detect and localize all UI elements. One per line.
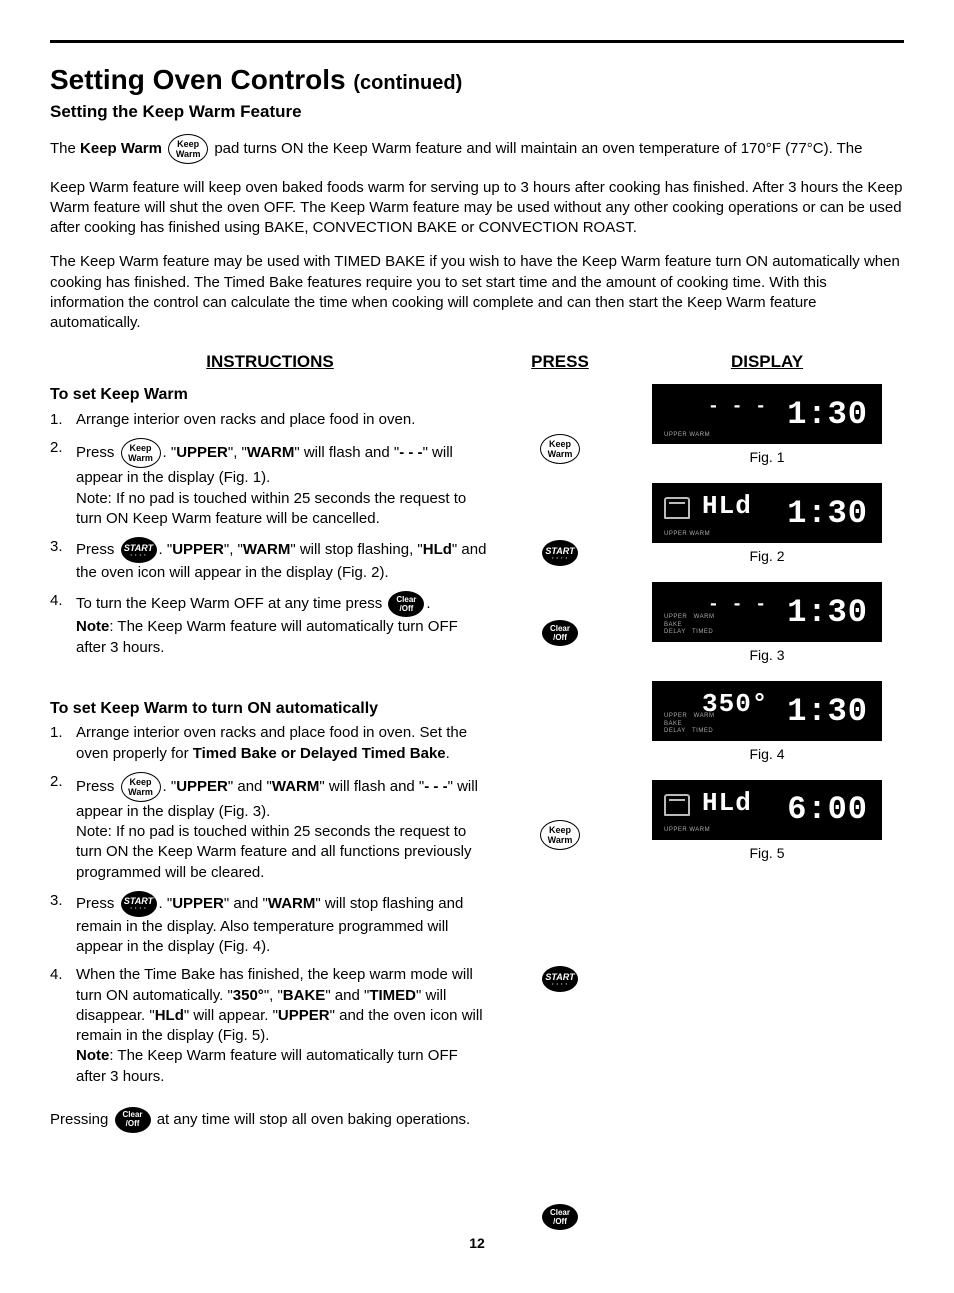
- keep-warm-icon: KeepWarm: [121, 438, 161, 468]
- s2-step3: 3. Press START. "UPPER" and "WARM" will …: [50, 891, 490, 958]
- subtitle: Setting the Keep Warm Feature: [50, 101, 904, 124]
- top-rule: [50, 40, 904, 43]
- section1-title: To set Keep Warm: [50, 384, 490, 406]
- press-column: PRESS KeepWarm START Clear/Off KeepWarm …: [500, 351, 620, 1204]
- page-number: 12: [50, 1234, 904, 1253]
- fig3-caption: Fig. 3: [630, 646, 904, 665]
- press-keep-warm-2: KeepWarm: [500, 754, 620, 874]
- s2-step2: 2. Press KeepWarm. "UPPER" and "WARM" wi…: [50, 772, 490, 883]
- intro-p1: The Keep Warm KeepWarm pad turns ON the …: [50, 134, 904, 164]
- start-icon: START: [542, 540, 578, 566]
- title-main: Setting Oven Controls: [50, 64, 346, 95]
- s2-step1: 1. Arrange interior oven racks and place…: [50, 723, 490, 764]
- s1-step2: 2. Press KeepWarm. "UPPER", "WARM" will …: [50, 438, 490, 529]
- fig2-caption: Fig. 2: [630, 547, 904, 566]
- press-start-2: START: [500, 874, 620, 1044]
- s1-step1: 1.Arrange interior oven racks and place …: [50, 410, 490, 430]
- fig5-caption: Fig. 5: [630, 844, 904, 863]
- s1-step3: 3. Press START. "UPPER", "WARM" will sto…: [50, 537, 490, 583]
- keep-warm-icon: KeepWarm: [540, 434, 580, 464]
- intro-p2: Keep Warm feature will keep oven baked f…: [50, 178, 904, 239]
- keep-warm-icon: KeepWarm: [540, 820, 580, 850]
- three-column-layout: INSTRUCTIONS To set Keep Warm 1.Arrange …: [50, 351, 904, 1204]
- section2-steps: 1. Arrange interior oven racks and place…: [50, 723, 490, 1087]
- display-fig5: HLd UPPER WARM 6:00: [652, 780, 882, 840]
- display-column: DISPLAY - - - UPPER WARM 1:30 Fig. 1 HLd…: [630, 351, 904, 1204]
- start-icon: START: [542, 966, 578, 992]
- display-fig4: 350° UPPER WARM BAKE DELAY TIMED 1:30: [652, 681, 882, 741]
- fig4-caption: Fig. 4: [630, 745, 904, 764]
- clear-off-icon: Clear/Off: [542, 1204, 578, 1230]
- oven-icon: [664, 794, 690, 816]
- section1-steps: 1.Arrange interior oven racks and place …: [50, 410, 490, 658]
- clear-off-icon: Clear/Off: [115, 1107, 151, 1133]
- keep-warm-icon: KeepWarm: [121, 772, 161, 802]
- section2-title: To set Keep Warm to turn ON automaticall…: [50, 698, 490, 720]
- clear-off-icon: Clear/Off: [388, 591, 424, 617]
- press-clear-off-2: Clear/Off: [500, 1044, 620, 1204]
- intro-block: The Keep Warm KeepWarm pad turns ON the …: [50, 134, 904, 334]
- s1-step4: 4. To turn the Keep Warm OFF at any time…: [50, 591, 490, 658]
- press-header: PRESS: [500, 351, 620, 374]
- instructions-column: INSTRUCTIONS To set Keep Warm 1.Arrange …: [50, 351, 490, 1204]
- start-icon: START: [121, 537, 157, 563]
- closing-note: Pressing Clear/Off at any time will stop…: [50, 1107, 490, 1133]
- intro-p3: The Keep Warm feature may be used with T…: [50, 252, 904, 333]
- press-keep-warm: KeepWarm: [500, 414, 620, 534]
- title-continued: (continued): [353, 72, 462, 94]
- fig1-caption: Fig. 1: [630, 448, 904, 467]
- s2-step4: 4. When the Time Bake has finished, the …: [50, 965, 490, 1087]
- oven-icon: [664, 497, 690, 519]
- display-fig2: HLd UPPER WARM 1:30: [652, 483, 882, 543]
- start-icon: START: [121, 891, 157, 917]
- instructions-header: INSTRUCTIONS: [50, 351, 490, 374]
- page-title: Setting Oven Controls (continued): [50, 61, 904, 99]
- clear-off-icon: Clear/Off: [542, 620, 578, 646]
- keep-warm-icon: KeepWarm: [168, 134, 208, 164]
- press-clear-off: Clear/Off: [500, 614, 620, 754]
- display-header: DISPLAY: [630, 351, 904, 374]
- press-start: START: [500, 534, 620, 614]
- display-fig3: - - - UPPER WARM BAKE DELAY TIMED 1:30: [652, 582, 882, 642]
- display-fig1: - - - UPPER WARM 1:30: [652, 384, 882, 444]
